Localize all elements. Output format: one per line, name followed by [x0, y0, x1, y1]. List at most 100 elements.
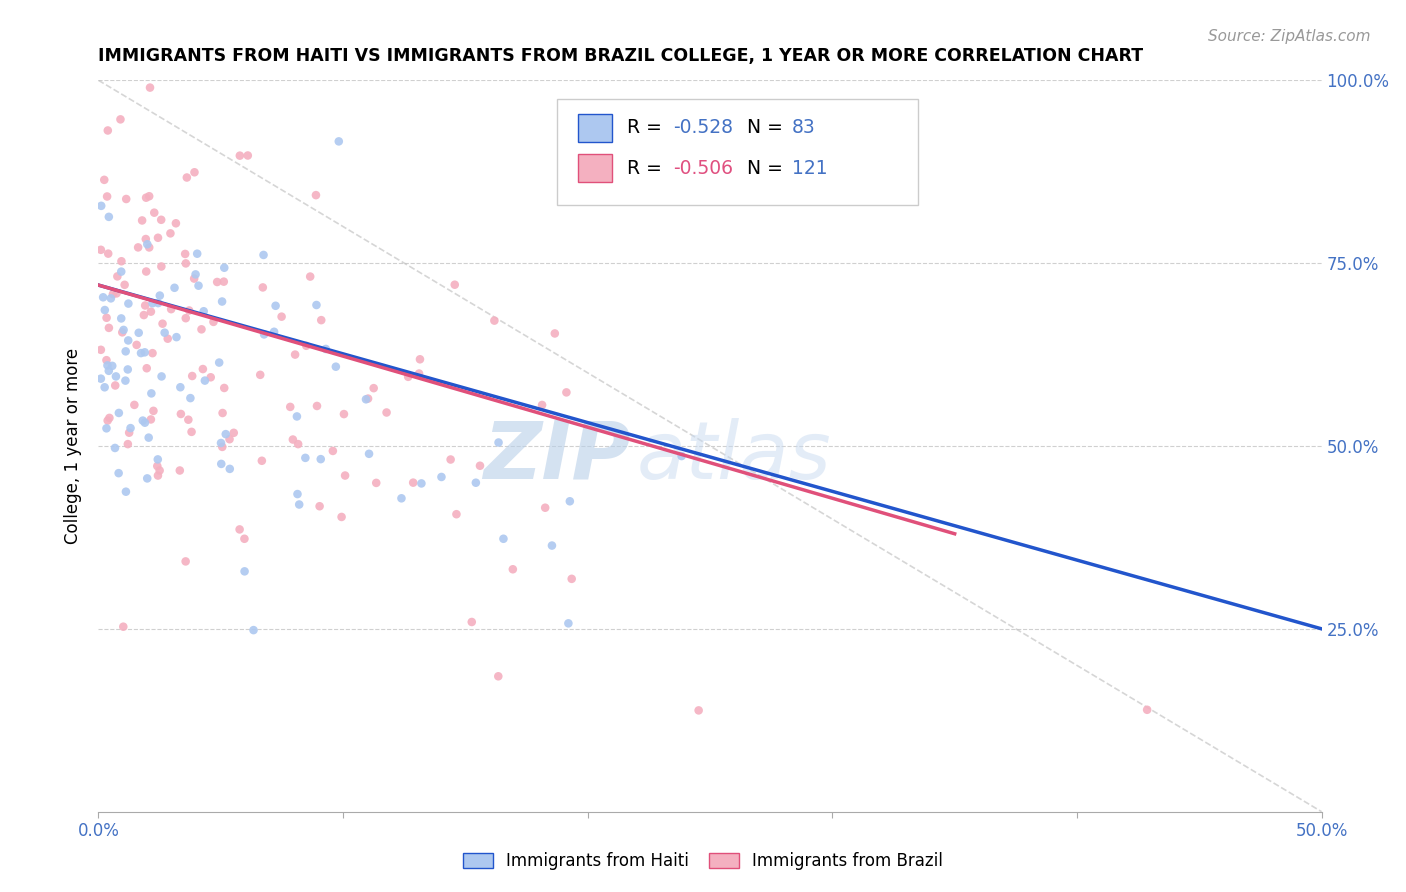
Point — [169, 463, 191, 477]
Point — [561, 572, 583, 586]
Point — [194, 374, 217, 388]
Point — [212, 381, 235, 395]
Point — [179, 391, 201, 405]
FancyBboxPatch shape — [557, 99, 918, 204]
Point — [211, 294, 233, 309]
Point — [558, 494, 581, 508]
Point — [117, 296, 139, 310]
Text: ZIP: ZIP — [484, 418, 630, 496]
Point — [211, 440, 233, 454]
Point — [110, 112, 132, 127]
Point — [252, 248, 274, 262]
Point — [118, 425, 141, 440]
Point — [127, 240, 149, 254]
Point — [97, 413, 120, 427]
Text: -0.528: -0.528 — [673, 119, 734, 137]
Point — [93, 173, 115, 187]
Point — [100, 291, 122, 305]
Point — [541, 539, 564, 553]
Point — [98, 410, 121, 425]
Text: IMMIGRANTS FROM HAITI VS IMMIGRANTS FROM BRAZIL COLLEGE, 1 YEAR OR MORE CORRELAT: IMMIGRANTS FROM HAITI VS IMMIGRANTS FROM… — [98, 47, 1143, 65]
Point — [205, 275, 228, 289]
Point — [160, 302, 183, 317]
Point — [285, 409, 308, 424]
Point — [295, 339, 318, 353]
Point — [90, 243, 112, 257]
Point — [152, 317, 174, 331]
Point — [169, 380, 191, 394]
Point — [287, 437, 309, 451]
Point — [330, 510, 353, 524]
Point — [446, 507, 468, 521]
Point — [129, 346, 152, 360]
Point — [146, 468, 169, 483]
Point — [96, 189, 118, 203]
Point — [150, 369, 173, 384]
Point — [253, 327, 276, 342]
Point — [357, 447, 380, 461]
Point — [132, 308, 155, 322]
Point — [391, 491, 413, 506]
Point — [287, 487, 309, 501]
Point — [402, 475, 425, 490]
Text: atlas: atlas — [637, 418, 831, 496]
Point — [90, 199, 112, 213]
Point — [486, 669, 509, 683]
Point — [557, 616, 579, 631]
Point — [174, 256, 197, 270]
Point — [333, 468, 356, 483]
Point — [215, 427, 238, 442]
Point — [104, 441, 127, 455]
Text: R =: R = — [627, 159, 668, 178]
Point — [101, 359, 124, 373]
Point — [138, 431, 160, 445]
Point — [1136, 703, 1159, 717]
Point — [105, 286, 128, 301]
Point — [149, 463, 172, 477]
Point — [96, 421, 118, 435]
Point — [309, 452, 332, 467]
Point — [110, 265, 132, 279]
Point — [174, 311, 197, 326]
Point — [107, 466, 129, 480]
Point — [97, 246, 120, 260]
Point — [117, 334, 139, 348]
Point — [233, 532, 256, 546]
Point — [200, 370, 222, 384]
Point — [159, 227, 181, 241]
Point — [139, 304, 162, 318]
Point — [502, 562, 524, 576]
Point — [209, 436, 232, 450]
Point — [315, 342, 337, 356]
Point — [411, 476, 433, 491]
Point — [90, 372, 112, 386]
Point — [322, 444, 344, 458]
Point — [211, 406, 233, 420]
Point — [183, 165, 205, 179]
Point — [135, 232, 157, 246]
Point — [134, 345, 156, 359]
Text: -0.506: -0.506 — [673, 159, 734, 178]
Point — [443, 277, 465, 292]
Point — [229, 148, 252, 162]
Point — [181, 369, 204, 384]
FancyBboxPatch shape — [578, 114, 612, 142]
Point — [150, 212, 173, 227]
Point — [156, 332, 179, 346]
Point — [110, 311, 132, 326]
Point — [202, 315, 225, 329]
Point — [187, 278, 209, 293]
Point — [408, 367, 430, 381]
Point — [264, 299, 287, 313]
Point — [96, 359, 118, 373]
Point — [138, 240, 160, 254]
Point — [149, 288, 172, 302]
Point — [396, 369, 419, 384]
Point — [97, 123, 120, 137]
Point — [190, 322, 212, 336]
Point — [555, 385, 578, 400]
Point — [170, 407, 193, 421]
Point — [233, 565, 256, 579]
Point — [305, 188, 328, 202]
Point — [134, 298, 156, 312]
